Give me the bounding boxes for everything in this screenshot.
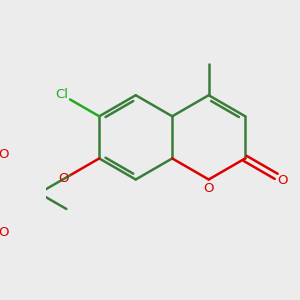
Text: O: O — [203, 182, 214, 195]
Text: O: O — [0, 148, 8, 160]
Text: Cl: Cl — [56, 88, 68, 101]
Text: O: O — [278, 174, 288, 187]
Text: O: O — [58, 172, 69, 185]
Text: O: O — [0, 226, 8, 239]
